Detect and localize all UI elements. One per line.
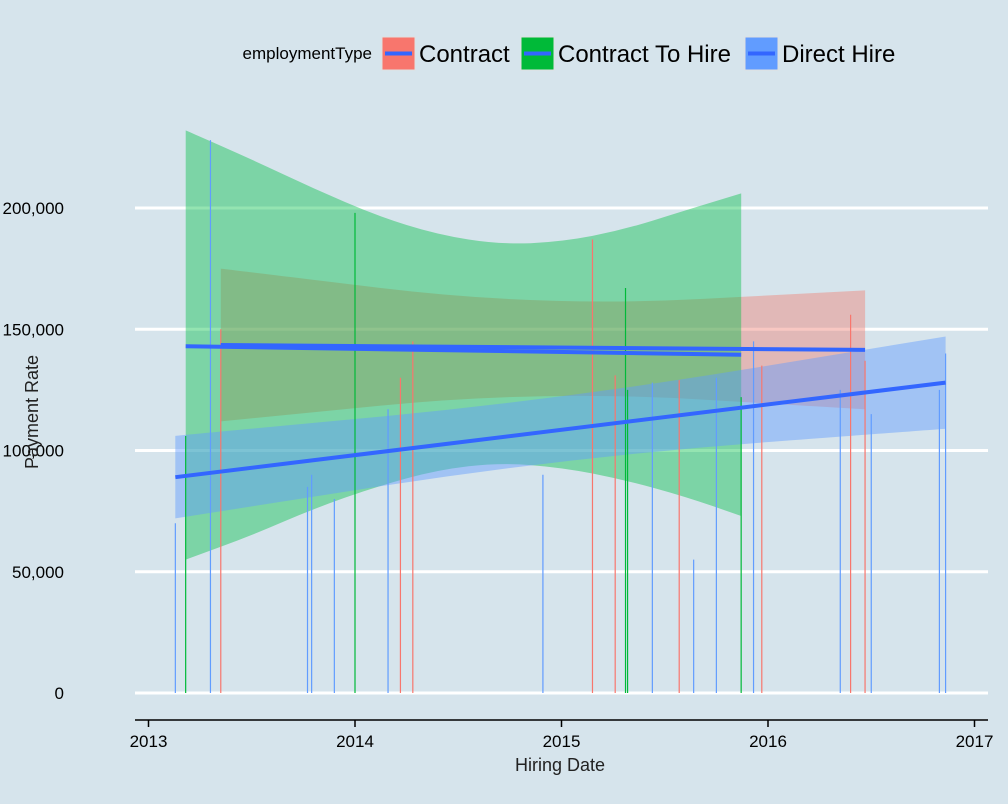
trend-line-contract-to-hire	[185, 344, 742, 357]
data-spikes	[174, 140, 947, 693]
confidence-band-contract	[220, 268, 866, 422]
x-axis: 2013 2014 2015 2016 2017	[130, 719, 994, 751]
y-tick-label: 0	[55, 684, 64, 703]
legend-label: Contract To Hire	[558, 41, 731, 68]
legend-label: Direct Hire	[782, 41, 895, 68]
y-axis-tick-labels: 0 50,000 100,000 150,000 200,000	[3, 199, 64, 703]
trend-line-contract	[220, 343, 866, 352]
y-tick-label: 50,000	[12, 563, 64, 582]
x-tick-label: 2014	[336, 732, 374, 751]
x-axis-title: Hiring Date	[515, 755, 605, 775]
x-tick-label: 2015	[543, 732, 581, 751]
y-axis-title: Payment Rate	[22, 355, 42, 469]
legend-label: Contract	[419, 41, 510, 68]
legend: employmentType Contract Contract To Hire D…	[243, 36, 895, 71]
y-tick-label: 200,000	[3, 199, 64, 218]
legend-title: employmentType	[243, 44, 372, 63]
trend-line-direct-hire	[175, 380, 946, 480]
x-tick-label: 2017	[956, 732, 994, 751]
grid-lines	[135, 206, 988, 695]
trend-lines	[175, 343, 946, 480]
x-tick-label: 2013	[130, 732, 168, 751]
y-tick-label: 150,000	[3, 320, 64, 339]
y-tick-label: 100,000	[3, 442, 64, 461]
x-tick-label: 2016	[749, 732, 787, 751]
